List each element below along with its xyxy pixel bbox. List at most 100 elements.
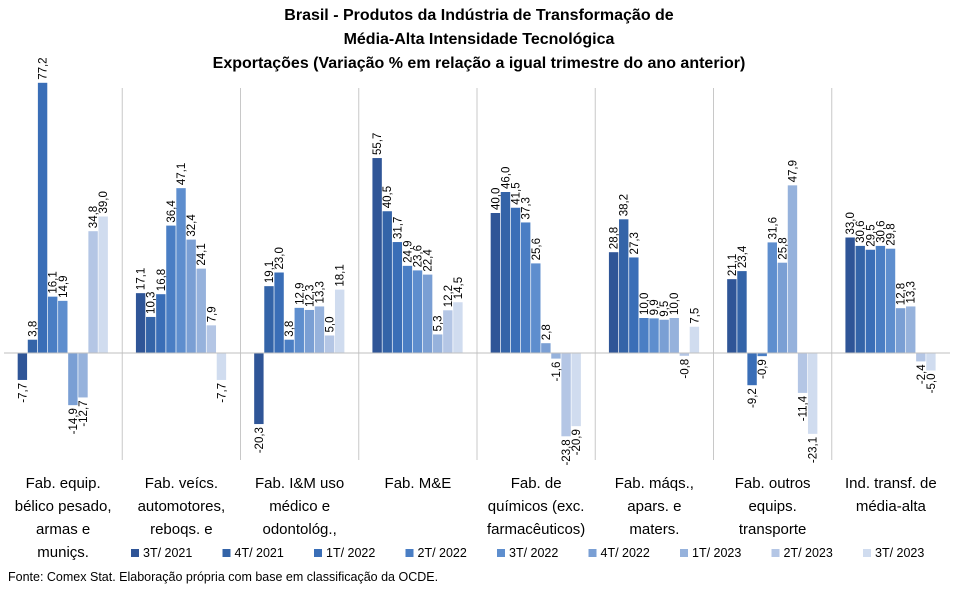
data-label: 30,6: [875, 221, 887, 243]
bar: [767, 242, 777, 353]
data-label: 40,0: [490, 188, 502, 210]
data-label: 24,1: [196, 243, 208, 265]
data-label: 47,9: [787, 160, 799, 182]
bar: [402, 265, 413, 353]
bar: [186, 239, 196, 353]
bar: [531, 263, 541, 353]
data-label: 29,5: [865, 224, 877, 246]
bar: [422, 274, 433, 353]
data-label: 5,0: [325, 317, 337, 333]
data-label: 31,6: [767, 217, 779, 239]
bar: [885, 248, 896, 353]
category-label: médico e: [269, 498, 330, 515]
legend-swatch: [405, 549, 414, 557]
data-label: 5,3: [433, 315, 445, 331]
bar: [58, 300, 68, 353]
data-label: 39,0: [98, 191, 110, 213]
data-label: -5,0: [926, 374, 938, 394]
bar: [807, 353, 818, 434]
legend-label: 2T/ 2022: [418, 546, 467, 560]
data-label: -20,3: [254, 427, 266, 453]
bar: [561, 353, 571, 437]
bar: [412, 270, 423, 353]
bar: [619, 219, 629, 353]
data-label: 29,8: [886, 223, 898, 245]
bar: [777, 262, 788, 353]
bar: [649, 318, 659, 353]
data-label: 14,9: [58, 275, 70, 297]
bar: [433, 334, 443, 353]
data-label: 31,7: [392, 217, 404, 239]
category-label: maters.: [629, 521, 679, 538]
title-line-2: Média-Alta Intensidade Tecnológica: [343, 31, 615, 48]
legend-swatch: [680, 549, 688, 557]
legend-label: 3T/ 2023: [875, 546, 924, 560]
data-label: -7,7: [17, 383, 29, 403]
category-label: químicos (exc.: [488, 498, 585, 515]
data-label: 27,3: [629, 232, 641, 254]
data-label: 17,1: [136, 268, 148, 290]
data-label: 18,1: [335, 264, 347, 286]
bar: [196, 268, 206, 353]
data-label: 12,8: [896, 283, 908, 305]
data-label: 12,9: [294, 282, 306, 304]
bar: [639, 318, 649, 353]
data-label: 36,4: [166, 200, 178, 223]
data-label: 10,0: [639, 293, 651, 315]
category-label: muniçs.: [37, 544, 89, 561]
bar: [747, 353, 757, 386]
bar: [520, 222, 531, 353]
bar: [372, 158, 382, 353]
bar: [284, 339, 294, 353]
legend-swatch: [314, 549, 322, 557]
category-label: automotores,: [138, 498, 226, 515]
data-label: 3,8: [27, 321, 39, 337]
data-label: -7,7: [216, 383, 228, 403]
legend-label: 4T/ 2022: [601, 546, 650, 560]
data-label: 10,0: [669, 293, 681, 315]
bar: [906, 306, 916, 353]
data-label: 23,4: [737, 245, 749, 268]
bar: [382, 211, 392, 353]
category-label: Fab. I&M uso: [255, 475, 344, 492]
legend-swatch: [497, 549, 505, 557]
legend-swatch: [131, 549, 139, 557]
bar: [845, 237, 855, 353]
category-label: apars. e: [627, 498, 681, 515]
data-label: 19,1: [264, 261, 276, 283]
bar: [135, 293, 146, 353]
bar: [78, 353, 88, 398]
data-label: -0,8: [679, 359, 691, 379]
bar: [324, 335, 335, 353]
bar: [17, 353, 28, 380]
category-label: Fab. equip.: [26, 475, 101, 492]
bar: [787, 185, 798, 353]
data-label: 3,8: [284, 321, 296, 337]
data-label: 38,2: [619, 194, 631, 216]
bar: [47, 296, 58, 353]
data-label: 13,3: [314, 281, 326, 303]
data-label: 55,7: [372, 133, 384, 155]
bar: [392, 242, 403, 353]
bar: [895, 308, 906, 353]
legend-label: 3T/ 2021: [143, 546, 192, 560]
bar: [541, 343, 551, 353]
data-label: 9,5: [659, 301, 671, 317]
category-label: odontológ.,: [263, 521, 337, 538]
legend-swatch: [222, 549, 231, 557]
category-label: Ind. transf. de: [845, 475, 937, 492]
data-label: -23,1: [808, 437, 820, 463]
bar: [37, 82, 48, 354]
legend-swatch: [771, 549, 780, 557]
bar: [865, 249, 876, 353]
legend-label: 3T/ 2022: [509, 546, 558, 560]
bar: [27, 339, 38, 353]
bar: [156, 294, 166, 353]
data-label: 24,9: [402, 240, 414, 262]
bar: [875, 245, 886, 353]
data-label: 46,0: [500, 167, 512, 189]
data-label: -1,6: [551, 362, 563, 382]
category-label: Fab. M&E: [385, 475, 452, 492]
category-label: Fab. de: [511, 475, 562, 492]
bar: [98, 216, 108, 353]
